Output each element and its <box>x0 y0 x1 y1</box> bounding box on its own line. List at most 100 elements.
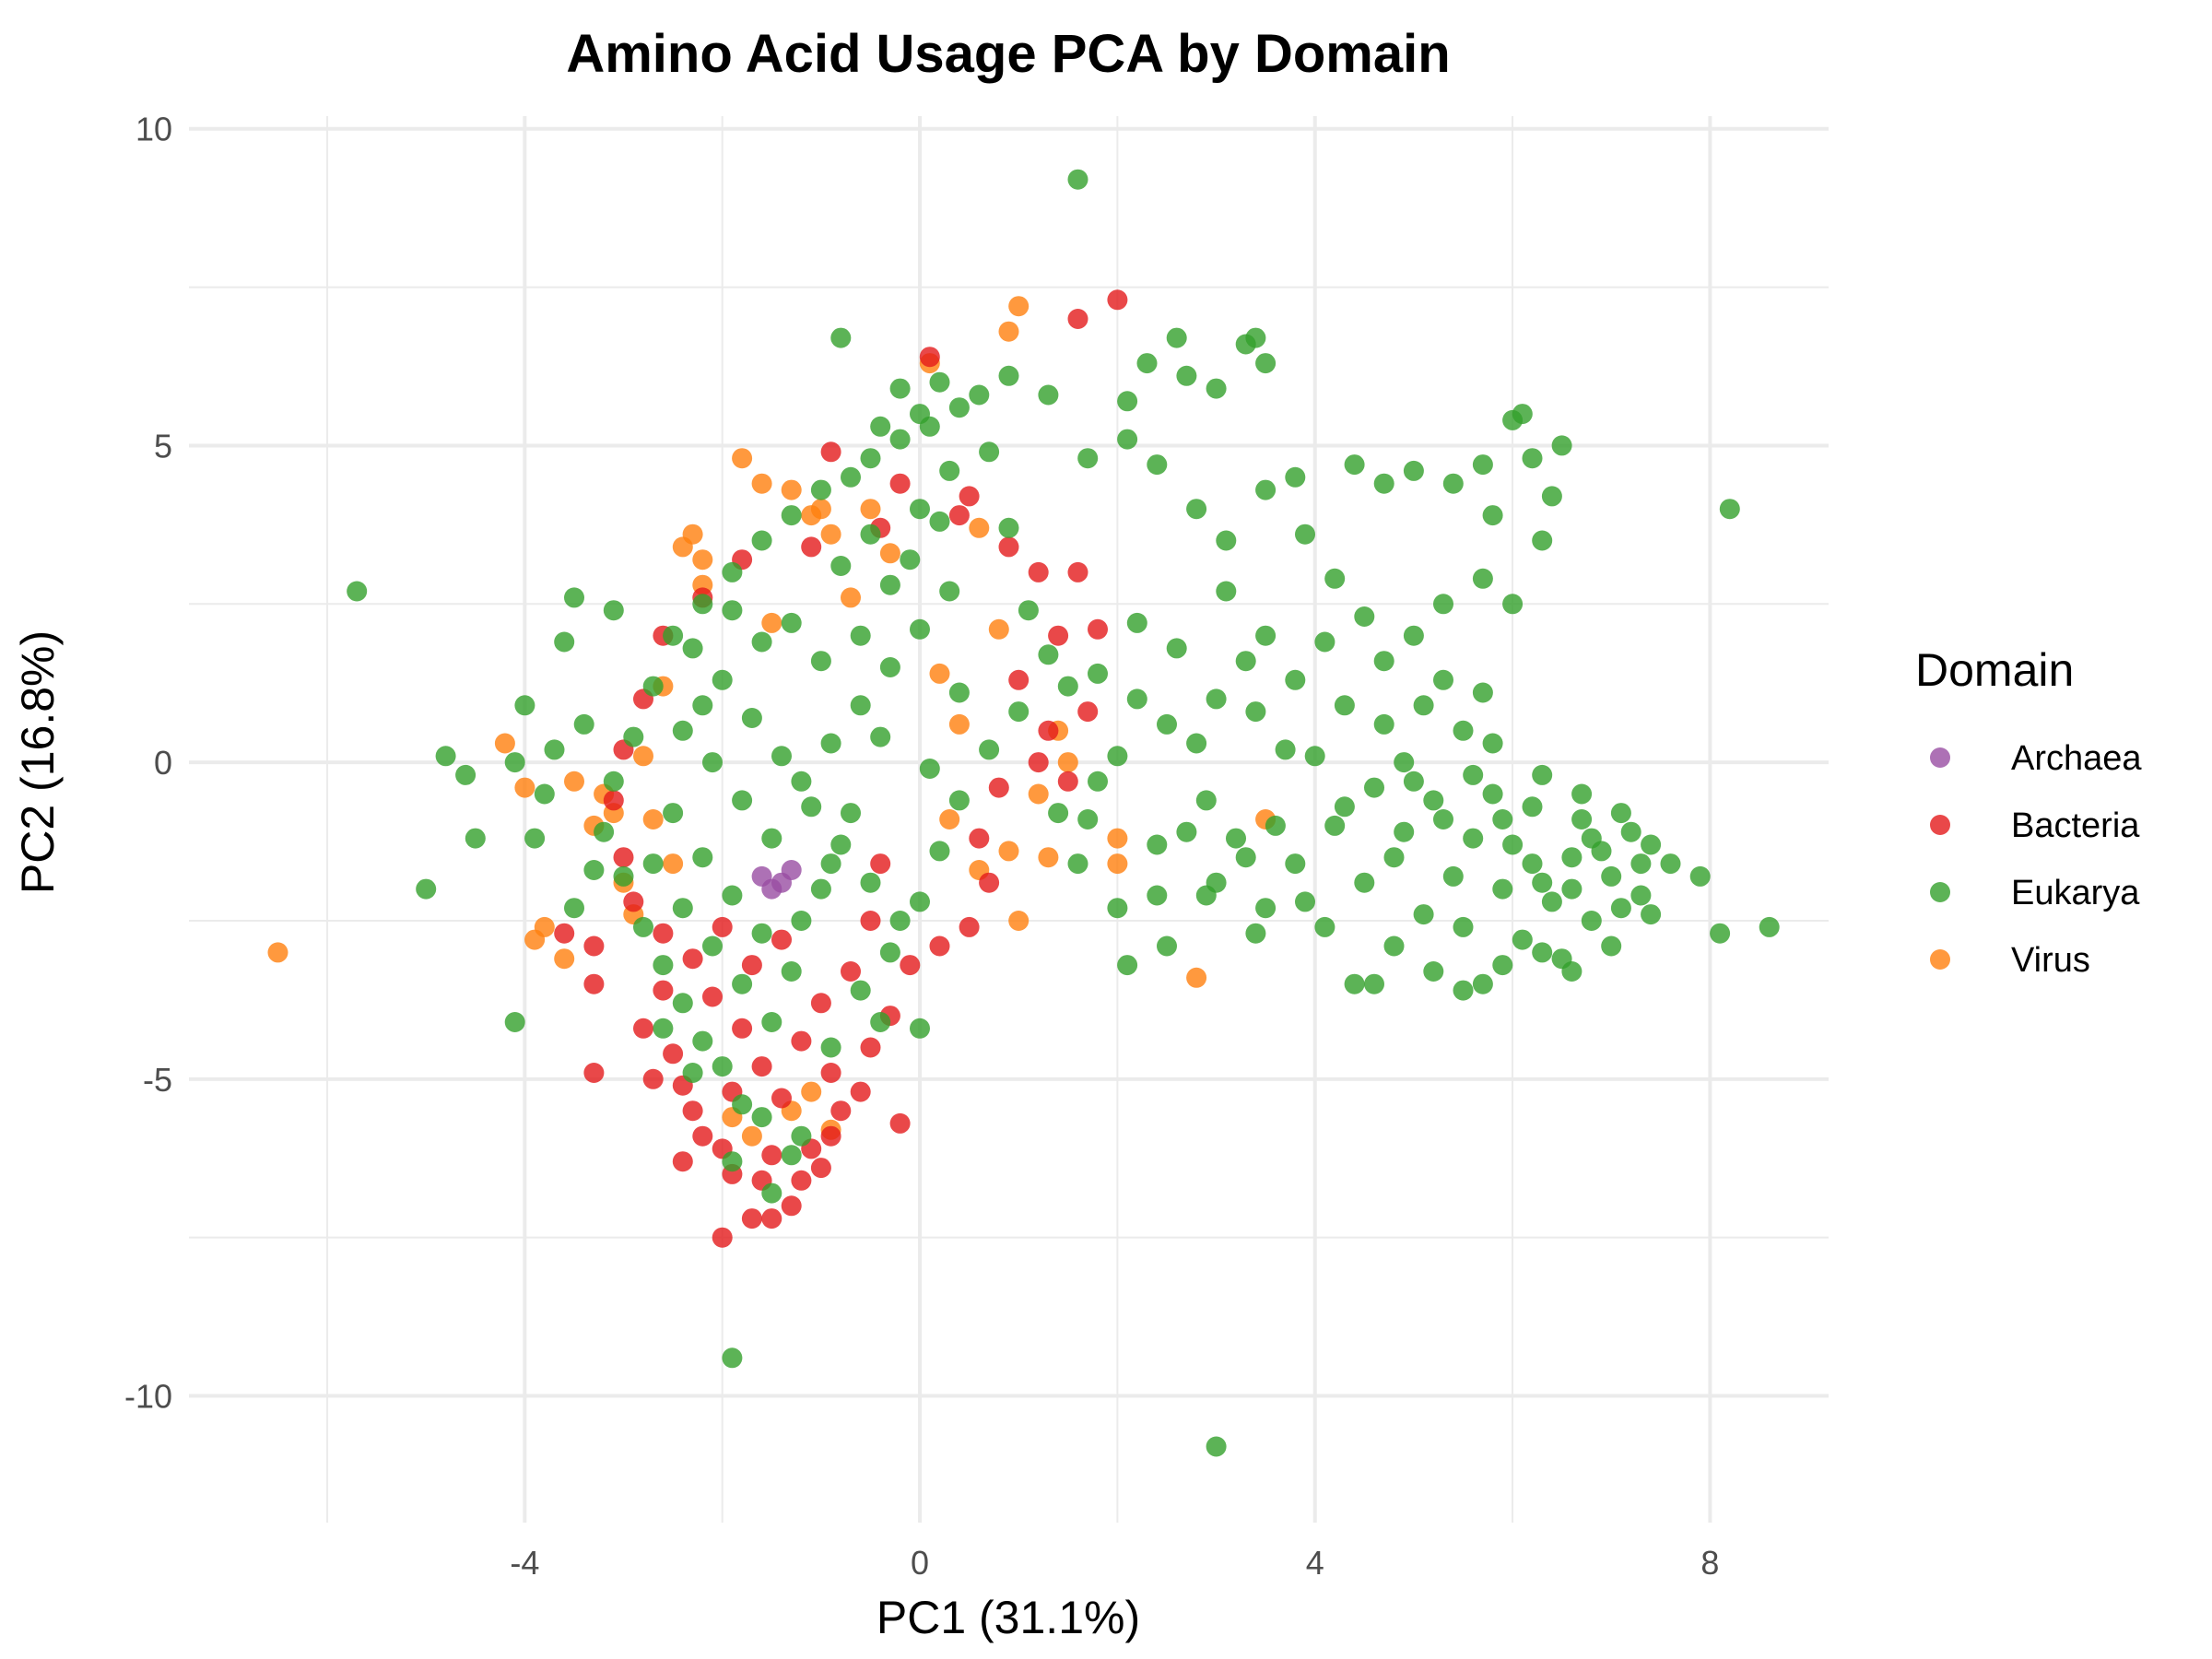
point-bacteria <box>919 347 940 368</box>
point-eukarya <box>1581 828 1602 849</box>
point-eukarya <box>1403 625 1424 646</box>
point-eukarya <box>1532 942 1553 963</box>
point-bacteria <box>633 1018 653 1039</box>
point-eukarya <box>1472 568 1493 589</box>
point-virus <box>692 549 713 571</box>
point-eukarya <box>642 676 664 697</box>
point-virus <box>1008 911 1030 931</box>
point-eukarya <box>1235 847 1256 868</box>
legend-key-archaea <box>1930 747 1950 768</box>
point-eukarya <box>564 587 584 608</box>
point-archaea <box>761 878 782 900</box>
point-eukarya <box>1472 454 1493 476</box>
point-eukarya <box>1166 638 1187 659</box>
point-eukarya <box>1324 815 1346 836</box>
point-eukarya <box>1206 688 1227 710</box>
point-eukarya <box>564 898 584 919</box>
point-eukarya <box>1482 733 1503 754</box>
point-eukarya <box>722 1347 743 1369</box>
x-axis-title: PC1 (31.1%) <box>877 1592 1140 1643</box>
point-eukarya <box>910 404 930 425</box>
y-tick-label: 5 <box>154 427 172 465</box>
point-virus <box>781 479 802 500</box>
point-virus <box>1057 752 1078 773</box>
point-eukarya <box>929 841 950 862</box>
point-eukarya <box>1117 429 1138 450</box>
series-bacteria <box>554 289 1128 1248</box>
point-eukarya <box>1304 746 1325 767</box>
point-bacteria <box>583 1063 605 1083</box>
point-eukarya <box>633 916 653 937</box>
point-eukarya <box>594 821 615 842</box>
point-eukarya <box>1472 973 1493 994</box>
point-virus <box>939 809 960 830</box>
point-eukarya <box>1057 676 1078 697</box>
legend-key-eukarya <box>1930 882 1950 902</box>
point-eukarya <box>1630 853 1652 875</box>
point-eukarya <box>1334 796 1355 818</box>
point-eukarya <box>1324 568 1346 589</box>
point-eukarya <box>850 695 871 716</box>
point-bacteria <box>712 1227 733 1248</box>
point-bacteria <box>1028 752 1049 773</box>
point-eukarya <box>1610 803 1631 824</box>
point-eukarya <box>682 638 703 659</box>
point-virus <box>948 713 970 735</box>
point-bacteria <box>841 961 861 982</box>
point-eukarya <box>771 746 792 767</box>
point-eukarya <box>860 872 881 893</box>
point-eukarya <box>1413 904 1434 925</box>
point-eukarya <box>870 1012 891 1032</box>
legend-label-virus: Virus <box>2011 941 2090 980</box>
point-eukarya <box>1394 821 1415 842</box>
point-eukarya <box>1186 499 1207 520</box>
point-eukarya <box>1354 872 1375 893</box>
point-eukarya <box>900 549 921 571</box>
point-eukarya <box>1532 530 1553 551</box>
point-eukarya <box>751 530 772 551</box>
point-eukarya <box>1314 631 1335 653</box>
point-eukarya <box>1759 916 1780 937</box>
point-eukarya <box>1344 454 1365 476</box>
point-eukarya <box>1601 935 1622 957</box>
point-eukarya <box>1314 916 1335 937</box>
point-eukarya <box>1492 955 1513 976</box>
point-eukarya <box>919 759 940 779</box>
point-eukarya <box>1630 885 1652 906</box>
point-bacteria <box>761 1208 782 1230</box>
point-eukarya <box>1147 834 1168 855</box>
point-eukarya <box>1541 486 1562 507</box>
point-virus <box>801 1081 822 1102</box>
point-bacteria <box>889 1112 911 1134</box>
point-virus <box>969 517 990 538</box>
point-eukarya <box>841 466 861 488</box>
point-eukarya <box>1265 815 1286 836</box>
point-eukarya <box>939 460 960 481</box>
point-eukarya <box>347 581 368 602</box>
point-eukarya <box>1433 809 1453 830</box>
point-eukarya <box>1383 935 1405 957</box>
point-eukarya <box>573 713 594 735</box>
point-bacteria <box>1048 625 1069 646</box>
point-eukarya <box>1620 821 1641 842</box>
point-eukarya <box>948 682 970 703</box>
y-tick-label: 10 <box>135 111 172 148</box>
point-bacteria <box>672 1151 693 1172</box>
point-eukarya <box>1226 828 1246 849</box>
point-bacteria <box>998 536 1019 558</box>
point-eukarya <box>781 1145 802 1166</box>
point-virus <box>998 841 1019 862</box>
point-virus <box>860 499 881 520</box>
point-eukarya <box>692 594 713 615</box>
point-eukarya <box>929 371 950 393</box>
point-eukarya <box>910 618 930 640</box>
point-eukarya <box>1383 847 1405 868</box>
point-eukarya <box>761 1182 782 1204</box>
point-eukarya <box>504 752 525 773</box>
point-virus <box>633 746 653 767</box>
legend-key-virus <box>1930 949 1950 970</box>
point-eukarya <box>1048 803 1069 824</box>
point-eukarya <box>998 517 1019 538</box>
point-bacteria <box>820 441 841 463</box>
y-axis-title: PC2 (16.8%) <box>12 630 64 894</box>
